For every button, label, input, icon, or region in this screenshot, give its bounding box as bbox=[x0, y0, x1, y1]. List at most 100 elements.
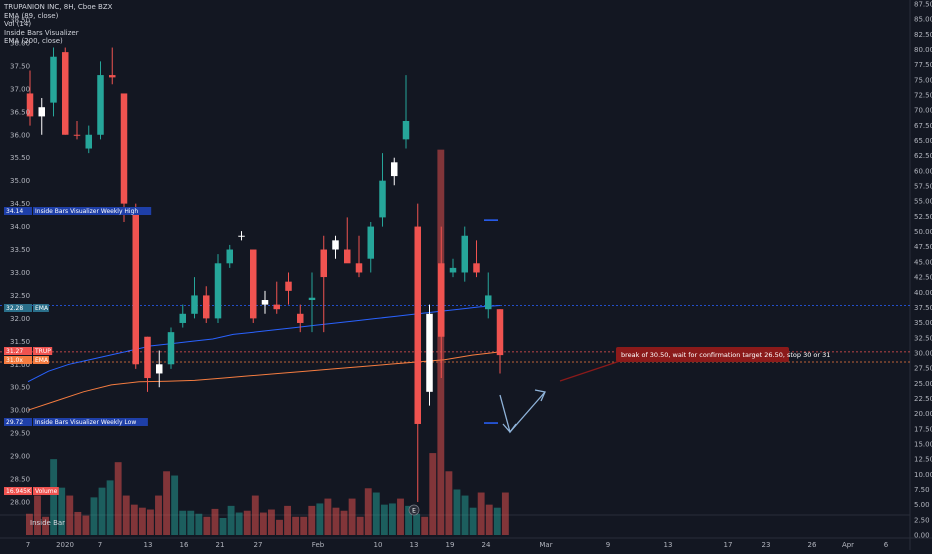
candle bbox=[285, 272, 292, 305]
volume-tick-label: 80.00 bbox=[914, 46, 932, 54]
tag-volume-value-box bbox=[4, 487, 32, 495]
volume-bar bbox=[42, 516, 49, 535]
candle bbox=[250, 249, 257, 323]
volume-tick-label: 0.00 bbox=[914, 532, 930, 540]
candle bbox=[179, 304, 186, 328]
ema200-line bbox=[27, 351, 501, 411]
time-tick-label: 23 bbox=[762, 541, 771, 549]
volume-tick-label: 32.50 bbox=[914, 334, 932, 342]
candle bbox=[26, 70, 34, 126]
candle-body bbox=[332, 240, 339, 250]
time-tick-label: 9 bbox=[606, 541, 610, 549]
legend-vol[interactable]: Vol (14) bbox=[4, 20, 32, 28]
volume-bar bbox=[138, 507, 146, 535]
volume-bar bbox=[74, 511, 82, 535]
price-tick-label: 38.00 bbox=[10, 39, 30, 47]
price-tick-label: 36.00 bbox=[10, 131, 30, 139]
candle bbox=[332, 235, 339, 259]
earnings-circle bbox=[408, 504, 420, 516]
volume-bar bbox=[461, 495, 469, 535]
volume-bar bbox=[300, 516, 308, 535]
tag-volume-label: Volume bbox=[35, 488, 58, 495]
candle bbox=[50, 47, 57, 117]
tag-price-value-box bbox=[4, 347, 32, 355]
time-tick-label: 7 bbox=[26, 541, 30, 549]
candle-body bbox=[449, 267, 457, 273]
volume-tick-label: 62.50 bbox=[914, 152, 932, 160]
volume-bar bbox=[364, 488, 372, 535]
candle-body bbox=[402, 120, 410, 140]
candle bbox=[144, 336, 151, 392]
arrow-head-down bbox=[502, 423, 517, 434]
legend-ema200[interactable]: EMA (200, close) bbox=[4, 37, 63, 45]
time-tick-label: 24 bbox=[482, 541, 491, 549]
price-tick-label: 33.50 bbox=[10, 246, 30, 254]
tag-ema: 32.28 EMA bbox=[4, 304, 49, 312]
volume-bar bbox=[122, 495, 130, 535]
volume-tick-label: 35.00 bbox=[914, 319, 932, 327]
candle-body bbox=[214, 263, 222, 319]
legend-title[interactable]: TRUPANION INC, 8H, Cboe BZX bbox=[4, 3, 113, 11]
price-tick-label: 38.50 bbox=[10, 17, 30, 25]
volume-bar bbox=[195, 513, 203, 535]
candle-body bbox=[320, 249, 327, 278]
candle bbox=[120, 93, 128, 222]
price-tick-label: 33.00 bbox=[10, 269, 30, 277]
volume-bar bbox=[171, 475, 179, 535]
projection-arrow bbox=[499, 391, 546, 434]
volume-bar bbox=[429, 453, 437, 535]
volume-bar bbox=[372, 492, 380, 535]
tag-ema-value: 32.28 bbox=[6, 305, 23, 312]
volume-bar bbox=[147, 509, 154, 535]
volume-bar bbox=[493, 507, 501, 535]
candle bbox=[367, 221, 374, 273]
time-tick-label: 13 bbox=[664, 541, 673, 549]
candle-body bbox=[355, 263, 363, 273]
candle bbox=[438, 226, 445, 379]
volume-tick-label: 65.00 bbox=[914, 137, 932, 145]
price-tick-label: 37.00 bbox=[10, 85, 30, 93]
volume-tick-label: 17.50 bbox=[914, 425, 932, 433]
time-tick-label: Feb bbox=[312, 541, 325, 549]
candle-body bbox=[426, 313, 433, 392]
volume-tick-label: 25.00 bbox=[914, 380, 932, 388]
candle bbox=[132, 203, 139, 369]
legend-inside-bars[interactable]: Inside Bars Visualizer bbox=[4, 28, 79, 37]
volume-tick-label: 37.50 bbox=[914, 304, 932, 312]
candle-body bbox=[391, 162, 398, 177]
volume-bar bbox=[292, 516, 300, 535]
volume-tick-label: 67.50 bbox=[914, 122, 932, 130]
tag-ib-low: 29.72 Inside Bars Visualizer Weekly Low bbox=[4, 418, 148, 426]
volume-bar bbox=[268, 509, 275, 535]
volume-tick-label: 15.00 bbox=[914, 440, 932, 448]
time-tick-label: 16 bbox=[180, 541, 189, 549]
volume-tick-label: 20.00 bbox=[914, 410, 932, 418]
volume-bar bbox=[501, 492, 509, 535]
volume-tick-label: 87.50 bbox=[914, 1, 932, 9]
price-tick-label: 34.50 bbox=[10, 200, 30, 208]
legend-ema89[interactable]: EMA (89, close) bbox=[4, 11, 59, 20]
price-tick-label: 31.00 bbox=[10, 361, 30, 369]
candle bbox=[485, 272, 492, 319]
ema89-line bbox=[27, 305, 501, 383]
volume-bar bbox=[227, 505, 235, 535]
tag-ib-low-value-box bbox=[4, 418, 32, 426]
candle-body bbox=[261, 300, 269, 305]
candle bbox=[297, 304, 304, 333]
tag-price-label-box bbox=[33, 347, 53, 355]
candle bbox=[273, 281, 280, 314]
volume-bar bbox=[413, 513, 421, 535]
candle-body bbox=[414, 226, 421, 424]
volume-tick-label: 50.00 bbox=[914, 228, 932, 236]
tag-ib-high-label-box bbox=[33, 207, 152, 215]
candle-body bbox=[473, 263, 480, 273]
candle-body bbox=[26, 93, 34, 117]
candle-body bbox=[167, 332, 175, 365]
candle-body bbox=[461, 235, 468, 273]
candle bbox=[320, 235, 327, 333]
tag-ema200-value: 31.0x bbox=[6, 357, 23, 364]
price-tick-label: 32.50 bbox=[10, 292, 30, 300]
